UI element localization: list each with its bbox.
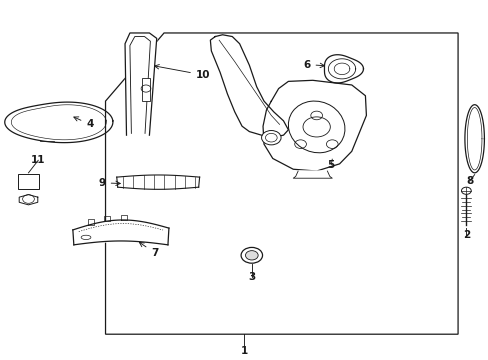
- Polygon shape: [125, 33, 157, 135]
- Text: 2: 2: [462, 230, 469, 240]
- Polygon shape: [210, 35, 288, 137]
- Text: 4: 4: [74, 117, 93, 129]
- Text: 1: 1: [241, 346, 247, 356]
- Text: 11: 11: [31, 155, 45, 165]
- Circle shape: [261, 131, 281, 145]
- Text: 9: 9: [99, 178, 120, 188]
- FancyBboxPatch shape: [18, 174, 39, 189]
- Text: 7: 7: [139, 242, 158, 258]
- Text: 10: 10: [154, 64, 210, 80]
- Text: 6: 6: [303, 59, 324, 69]
- Text: 8: 8: [465, 176, 472, 186]
- Polygon shape: [19, 195, 38, 205]
- Polygon shape: [263, 80, 366, 171]
- Polygon shape: [130, 37, 150, 134]
- Circle shape: [241, 247, 262, 263]
- Polygon shape: [293, 171, 331, 178]
- Text: 3: 3: [248, 272, 255, 282]
- FancyBboxPatch shape: [142, 78, 150, 101]
- Text: 5: 5: [327, 159, 334, 170]
- Circle shape: [245, 251, 258, 260]
